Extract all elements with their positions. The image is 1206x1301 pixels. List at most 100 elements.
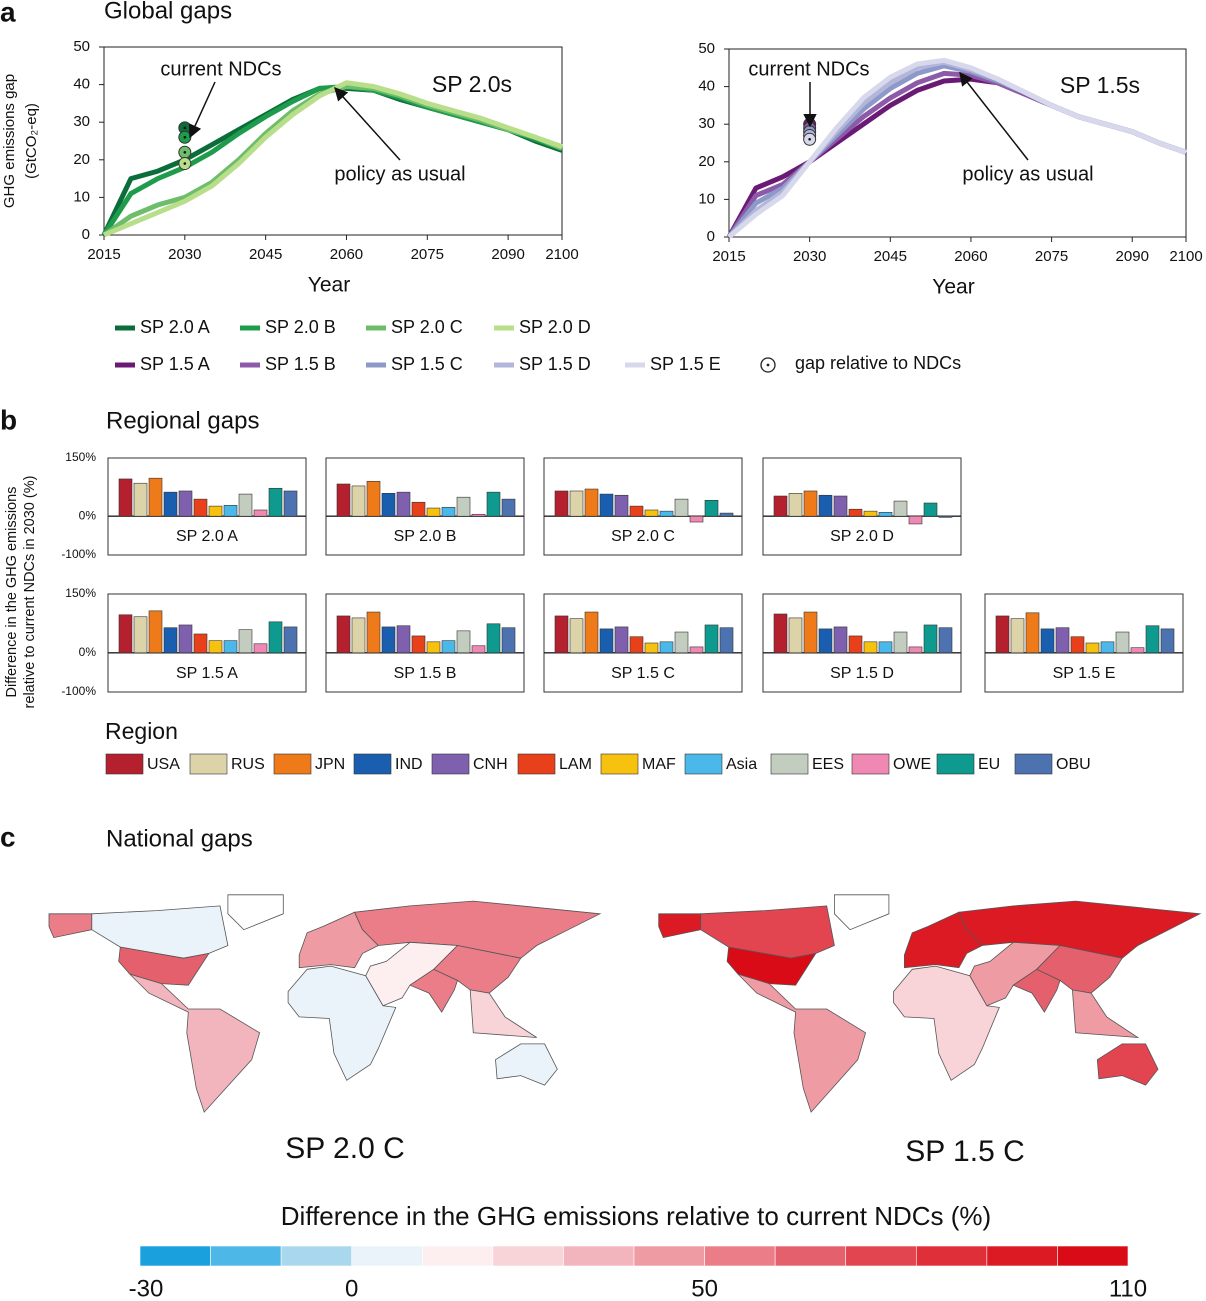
bar — [1070, 636, 1085, 654]
map-region — [118, 946, 210, 986]
bar — [719, 512, 734, 517]
y-tick-label: 10 — [73, 188, 90, 205]
bar — [441, 640, 456, 654]
map-region — [1071, 989, 1140, 1039]
facet-frame — [543, 457, 743, 556]
y-axis-label: relative to current NDCs in 2030 (%) — [22, 476, 38, 709]
colorbar-bin — [351, 1245, 423, 1267]
y-tick-label: 150% — [65, 450, 96, 464]
map-region — [433, 945, 522, 994]
y-axis-label: Difference in the GHG emissions — [4, 487, 20, 698]
bar — [833, 626, 848, 654]
bar — [569, 490, 584, 517]
gap-point-dot — [183, 126, 187, 130]
bar — [893, 631, 908, 654]
plot-frame — [103, 46, 563, 236]
bar — [411, 635, 426, 654]
bar — [441, 506, 456, 517]
bar — [923, 624, 938, 654]
x-tick-label: 2060 — [954, 248, 987, 265]
bar — [1160, 628, 1175, 654]
annotation: current NDCs — [160, 58, 281, 80]
bar — [659, 641, 674, 654]
y-tick-label: 20 — [698, 153, 715, 170]
y-tick-label: 30 — [698, 115, 715, 132]
plot-frame — [728, 48, 1187, 238]
bar — [223, 505, 238, 517]
bar — [659, 510, 674, 517]
bar — [1145, 625, 1160, 654]
bar — [471, 513, 486, 517]
bar — [381, 493, 396, 517]
bar — [878, 512, 893, 517]
bar — [644, 509, 659, 517]
bar — [118, 614, 133, 654]
gap-point-dot — [183, 135, 187, 139]
y-axis-label: GHG emissions gap — [1, 74, 18, 208]
legend-swatch — [851, 753, 890, 775]
series-line — [103, 80, 563, 238]
panel-label: b — [0, 404, 17, 435]
facet-title: SP 1.5 E — [1053, 665, 1116, 682]
legend-label: SP 2.0 C — [391, 317, 463, 337]
bar — [833, 495, 848, 517]
colorbar-bin — [492, 1245, 564, 1267]
annotation: policy as usual — [962, 163, 1093, 185]
colorbar-tick-label: 0 — [345, 1275, 358, 1301]
y-tick-label: 30 — [73, 113, 90, 130]
legend-label: JPN — [315, 756, 345, 773]
bar — [193, 498, 208, 517]
map-region — [893, 965, 1000, 1081]
colorbar-bin — [774, 1245, 847, 1267]
x-axis-label: Year — [308, 274, 350, 297]
colorbar-bin — [210, 1245, 282, 1267]
bar — [283, 626, 298, 654]
facet-frame — [984, 593, 1184, 693]
x-tick-label: 2030 — [168, 246, 201, 263]
bar — [599, 493, 614, 517]
annotation: policy as usual — [334, 163, 465, 185]
x-axis-label: Year — [932, 276, 974, 299]
bar — [208, 505, 223, 517]
series-line — [101, 85, 563, 237]
y-tick-label: 50 — [73, 38, 90, 55]
bar — [163, 627, 178, 654]
bar — [923, 502, 938, 517]
x-tick-label: 2015 — [87, 246, 120, 263]
legend-label: OBU — [1056, 756, 1091, 773]
bar — [456, 630, 471, 654]
map-region — [737, 973, 867, 1113]
bar — [629, 636, 644, 654]
bar — [704, 624, 719, 654]
y-tick-label: -100% — [61, 547, 96, 561]
scenario-label: SP 2.0s — [432, 71, 512, 97]
series-line — [102, 84, 563, 238]
legend-label: OWE — [893, 756, 931, 773]
gap-point-dot — [808, 137, 811, 141]
legend-label: EU — [978, 756, 1000, 773]
legend-label: LAM — [559, 756, 592, 773]
y-tick-label: 0 — [82, 226, 90, 243]
legend-title: Region — [105, 718, 178, 744]
legend-label: SP 1.5 D — [519, 354, 591, 374]
bar — [268, 487, 283, 517]
bar — [1010, 618, 1025, 654]
bar — [644, 642, 659, 654]
x-tick-label: 2100 — [1169, 248, 1202, 265]
legend-label: SP 1.5 E — [650, 354, 721, 374]
y-tick-label: 150% — [65, 586, 96, 600]
legend-label: SP 2.0 B — [265, 317, 336, 337]
y-tick-label: 20 — [73, 151, 90, 168]
legend-marker-dot — [766, 363, 770, 367]
facet-frame — [543, 593, 743, 693]
bar — [554, 615, 569, 654]
facet-title: SP 2.0 A — [176, 528, 238, 545]
bar — [283, 490, 298, 517]
bar — [584, 611, 599, 654]
x-tick-label: 2075 — [1035, 248, 1068, 265]
bar — [689, 515, 704, 523]
map-region — [48, 913, 93, 939]
bar — [501, 627, 516, 654]
panel-label: a — [0, 0, 16, 27]
